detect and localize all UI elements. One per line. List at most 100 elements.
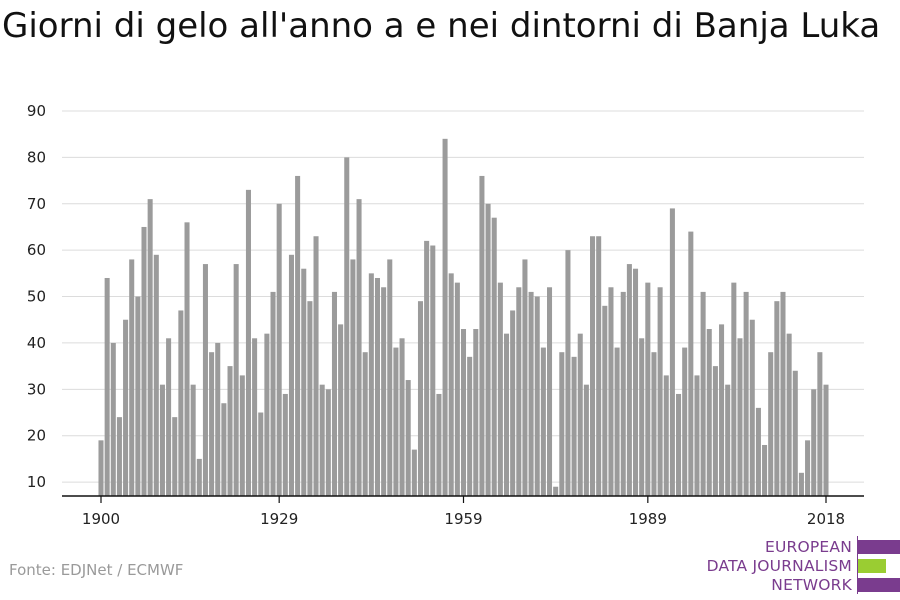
bar xyxy=(620,291,626,496)
bar xyxy=(295,175,301,496)
bar xyxy=(510,310,516,496)
bar xyxy=(417,301,424,496)
logo-bar-green xyxy=(858,559,886,573)
bar xyxy=(239,375,245,496)
x-tick-label: 1929 xyxy=(260,510,298,528)
bar xyxy=(682,347,688,496)
bar xyxy=(473,329,479,496)
bar xyxy=(399,338,405,496)
bar xyxy=(307,301,313,496)
logo-divider xyxy=(857,536,858,594)
x-axis-ticks: 1900 1929 1959 1989 2018 xyxy=(82,496,845,528)
bar xyxy=(411,449,417,496)
bar xyxy=(743,291,749,496)
bar xyxy=(338,324,344,496)
bar xyxy=(712,366,718,496)
bar xyxy=(786,333,792,496)
y-tick-label: 40 xyxy=(27,334,46,352)
y-tick-label: 70 xyxy=(27,195,46,213)
bar xyxy=(700,291,706,496)
bar xyxy=(448,273,454,496)
logo-bar-purple-bottom xyxy=(858,578,900,592)
bar xyxy=(798,472,804,496)
bar xyxy=(725,384,731,496)
bar xyxy=(596,236,602,497)
bar xyxy=(325,389,331,496)
bar xyxy=(436,393,442,496)
bar xyxy=(135,296,141,496)
y-tick-label: 90 xyxy=(27,102,46,120)
x-tick-label: 1989 xyxy=(629,510,667,528)
bar xyxy=(657,287,663,496)
bar xyxy=(749,319,755,496)
bar xyxy=(559,352,565,496)
bar xyxy=(184,222,190,496)
bar xyxy=(811,389,817,496)
bar xyxy=(424,240,430,496)
bar xyxy=(116,417,122,496)
edjnet-logo: EUROPEAN DATA JOURNALISM NETWORK xyxy=(700,536,900,595)
bar xyxy=(110,342,116,496)
bar xyxy=(202,264,208,496)
source-note: Fonte: EDJNet / ECMWF xyxy=(9,561,184,579)
bar xyxy=(319,384,325,496)
bar xyxy=(104,277,110,496)
x-tick-label: 2018 xyxy=(807,510,845,528)
bar xyxy=(731,282,737,496)
bar xyxy=(153,254,159,496)
bar xyxy=(626,264,632,496)
bar xyxy=(479,175,485,496)
bar-series xyxy=(98,138,829,497)
y-tick-label: 80 xyxy=(27,148,46,166)
bar xyxy=(706,329,712,496)
bar xyxy=(288,254,294,496)
bar xyxy=(719,324,725,496)
bar xyxy=(547,287,553,496)
y-tick-label: 30 xyxy=(27,380,46,398)
bar xyxy=(209,352,215,496)
bar xyxy=(356,199,362,496)
bar xyxy=(817,352,823,496)
bar xyxy=(577,333,583,496)
y-tick-label: 10 xyxy=(27,473,46,491)
bar xyxy=(387,259,393,496)
bar xyxy=(374,277,380,496)
bar xyxy=(166,338,172,496)
x-tick-label: 1900 xyxy=(82,510,120,528)
bar xyxy=(516,287,522,496)
bar xyxy=(565,250,571,496)
logo-wordmark: EUROPEAN DATA JOURNALISM NETWORK xyxy=(707,538,852,595)
logo-line-2: DATA JOURNALISM xyxy=(706,557,852,575)
bar xyxy=(313,236,319,497)
logo-line-3: NETWORK xyxy=(771,576,852,594)
bar xyxy=(669,208,675,496)
bar xyxy=(571,356,577,496)
bar xyxy=(503,333,510,496)
bar xyxy=(805,440,811,496)
bar xyxy=(755,407,761,496)
bar xyxy=(583,384,589,496)
bar xyxy=(442,138,448,496)
logo-bar-purple-top xyxy=(858,540,900,554)
bar xyxy=(258,412,264,496)
y-tick-label: 20 xyxy=(27,427,46,445)
bar xyxy=(553,486,559,496)
bar xyxy=(522,259,528,496)
bar xyxy=(350,259,356,496)
bar xyxy=(301,268,307,496)
bar xyxy=(694,375,700,496)
bar xyxy=(780,291,786,496)
x-tick-label: 1959 xyxy=(444,510,482,528)
bar xyxy=(774,301,780,496)
bar xyxy=(485,203,491,496)
bar xyxy=(614,347,620,496)
bar xyxy=(663,375,669,496)
bar xyxy=(528,291,534,496)
bar xyxy=(331,291,337,496)
bar xyxy=(430,245,436,496)
bar xyxy=(602,305,608,496)
bar xyxy=(215,342,221,496)
bar xyxy=(233,264,239,496)
bar xyxy=(282,393,288,496)
